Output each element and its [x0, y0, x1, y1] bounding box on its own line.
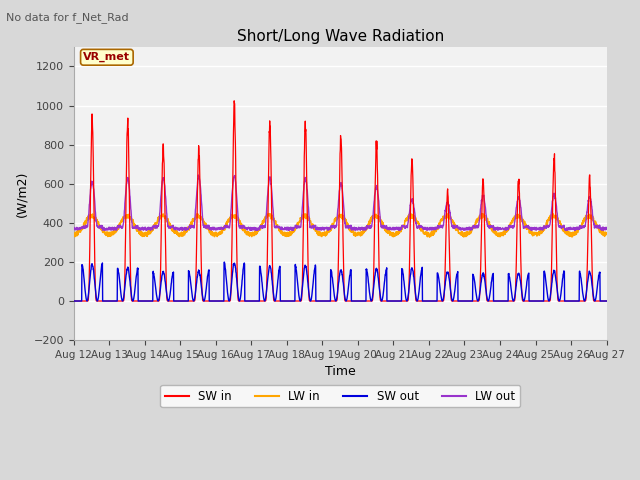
Text: VR_met: VR_met	[83, 52, 131, 62]
Legend: SW in, LW in, SW out, LW out: SW in, LW in, SW out, LW out	[160, 385, 520, 408]
X-axis label: Time: Time	[324, 365, 356, 378]
Title: Short/Long Wave Radiation: Short/Long Wave Radiation	[237, 29, 444, 44]
Y-axis label: (W/m2): (W/m2)	[15, 170, 28, 216]
Text: No data for f_Net_Rad: No data for f_Net_Rad	[6, 12, 129, 23]
